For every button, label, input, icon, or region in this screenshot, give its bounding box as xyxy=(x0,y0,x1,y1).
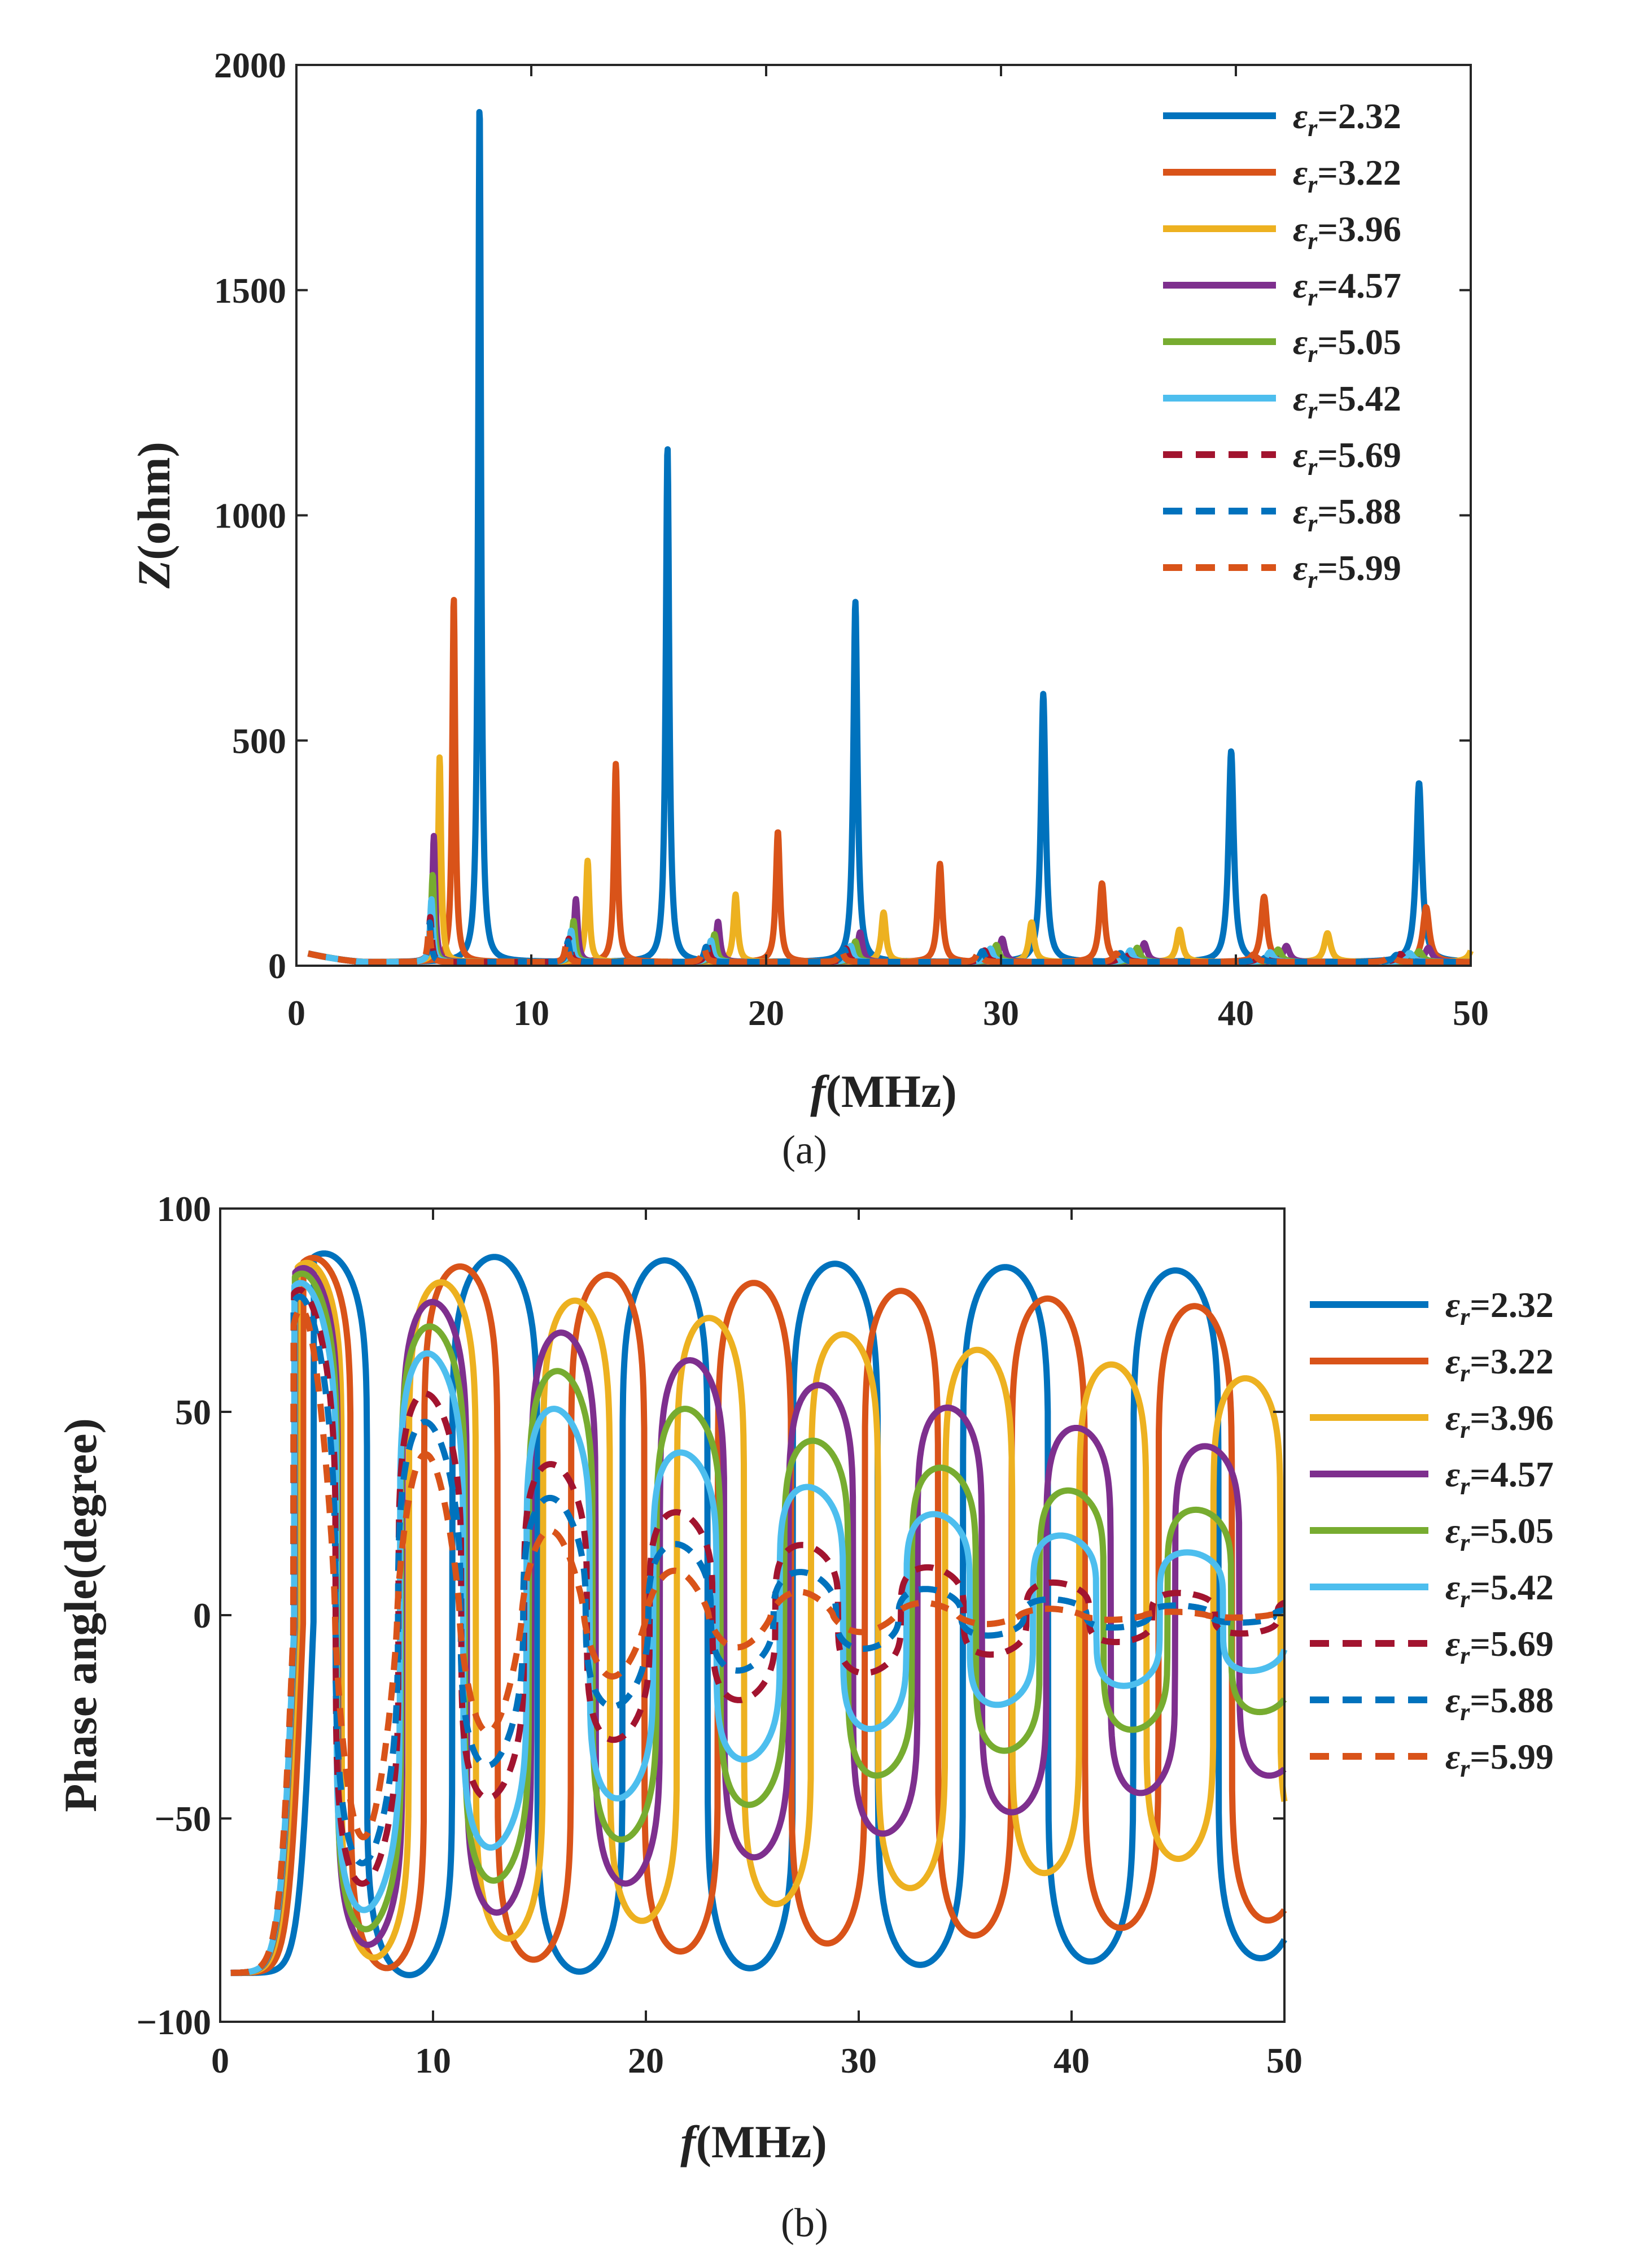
impedance-x-tick-label: 50 xyxy=(1453,993,1489,1033)
impedance-legend-label-3: εr=3.96 xyxy=(1293,209,1401,255)
impedance-y-tick-label: 500 xyxy=(232,721,286,761)
phase-y-tick-label: −100 xyxy=(137,2002,211,2042)
phase-series-group xyxy=(228,1250,1288,1978)
impedance-legend-label-9: εr=5.99 xyxy=(1293,548,1401,594)
impedance-y-tick-label: 0 xyxy=(268,946,286,986)
phase-series-line-9 xyxy=(228,1306,1287,1976)
phase-legend-label-7: εr=5.69 xyxy=(1445,1624,1554,1669)
impedance-y-tick-label: 2000 xyxy=(214,45,286,85)
impedance-y-tick-label: 1500 xyxy=(214,271,286,311)
phase-series-line-7 xyxy=(228,1286,1287,1976)
phase-y-tick-label: 50 xyxy=(175,1392,211,1432)
phase-legend: εr=2.32 εr=3.22 εr=3.96 εr=4.57 εr=5.05 εr=5.… xyxy=(1310,1285,1554,1782)
phase-y-tick-label: 100 xyxy=(157,1189,211,1229)
phase-series-line-6 xyxy=(228,1280,1288,1976)
phase-series-line-3 xyxy=(228,1259,1288,1976)
phase-legend-label-5: εr=5.05 xyxy=(1445,1511,1554,1556)
phase-legend-label-6: εr=5.42 xyxy=(1445,1567,1554,1613)
impedance-x-tick-label: 30 xyxy=(983,993,1019,1033)
impedance-legend-label-7: εr=5.69 xyxy=(1293,435,1401,481)
impedance-legend-label-5: εr=5.05 xyxy=(1293,322,1401,368)
phase-x-axis-label: f(MHz) xyxy=(680,2116,827,2167)
phase-x-tick-label: 50 xyxy=(1266,2040,1302,2081)
impedance-x-tick-label: 0 xyxy=(287,993,305,1033)
phase-series-line-1 xyxy=(228,1250,1287,1978)
phase-x-tick-label: 40 xyxy=(1054,2040,1090,2081)
impedance-y-tick-label: 1000 xyxy=(214,496,286,536)
phase-y-tick-label: −50 xyxy=(155,1799,211,1839)
impedance-legend-label-4: εr=4.57 xyxy=(1293,265,1401,311)
phase-y-tick-label: 0 xyxy=(193,1595,211,1635)
impedance-legend-label-6: εr=5.42 xyxy=(1293,378,1401,424)
phase-series-line-5 xyxy=(228,1270,1287,1976)
impedance-series-line-9 xyxy=(305,924,1474,966)
impedance-series-group xyxy=(305,109,1474,966)
impedance-x-tick-label: 20 xyxy=(748,993,784,1033)
phase-x-tick-label: 10 xyxy=(415,2040,451,2081)
impedance-y-axis-label: Z(ohm) xyxy=(128,442,180,589)
impedance-panel-caption: (a) xyxy=(782,1127,827,1172)
phase-y-axis-label: Phase angle(degree) xyxy=(55,1418,106,1812)
phase-x-tick-label: 0 xyxy=(211,2040,229,2081)
phase-legend-label-3: εr=3.96 xyxy=(1445,1398,1554,1443)
phase-legend-label-2: εr=3.22 xyxy=(1445,1341,1554,1387)
phase-axis-ticks: 0 10 20 30 40 50 −100 −50 0 50 100 xyxy=(137,1189,1302,2081)
impedance-x-axis-label: f(MHz) xyxy=(810,1066,957,1117)
phase-legend-label-9: εr=5.99 xyxy=(1445,1737,1554,1782)
phase-x-tick-label: 30 xyxy=(841,2040,877,2081)
phase-legend-label-8: εr=5.88 xyxy=(1445,1680,1554,1726)
impedance-legend-label-2: εr=3.22 xyxy=(1293,152,1401,198)
impedance-legend-label-1: εr=2.32 xyxy=(1293,96,1401,142)
impedance-legend: εr=2.32 εr=3.22 εr=3.96 εr=4.57 εr=5.05 εr=5.… xyxy=(1163,96,1401,594)
phase-series-line-2 xyxy=(228,1255,1287,1977)
phase-chart: 0 10 20 30 40 50 −100 −50 0 50 100 f(MHz) Phase an… xyxy=(55,1189,1554,2245)
impedance-x-tick-label: 10 xyxy=(513,993,549,1033)
phase-series-line-8 xyxy=(228,1293,1287,1976)
phase-legend-label-1: εr=2.32 xyxy=(1445,1285,1554,1331)
phase-legend-label-4: εr=4.57 xyxy=(1445,1454,1554,1500)
phase-panel-caption: (b) xyxy=(781,2200,828,2245)
phase-x-tick-label: 20 xyxy=(628,2040,664,2081)
impedance-x-tick-label: 40 xyxy=(1218,993,1254,1033)
impedance-legend-label-8: εr=5.88 xyxy=(1293,491,1401,537)
